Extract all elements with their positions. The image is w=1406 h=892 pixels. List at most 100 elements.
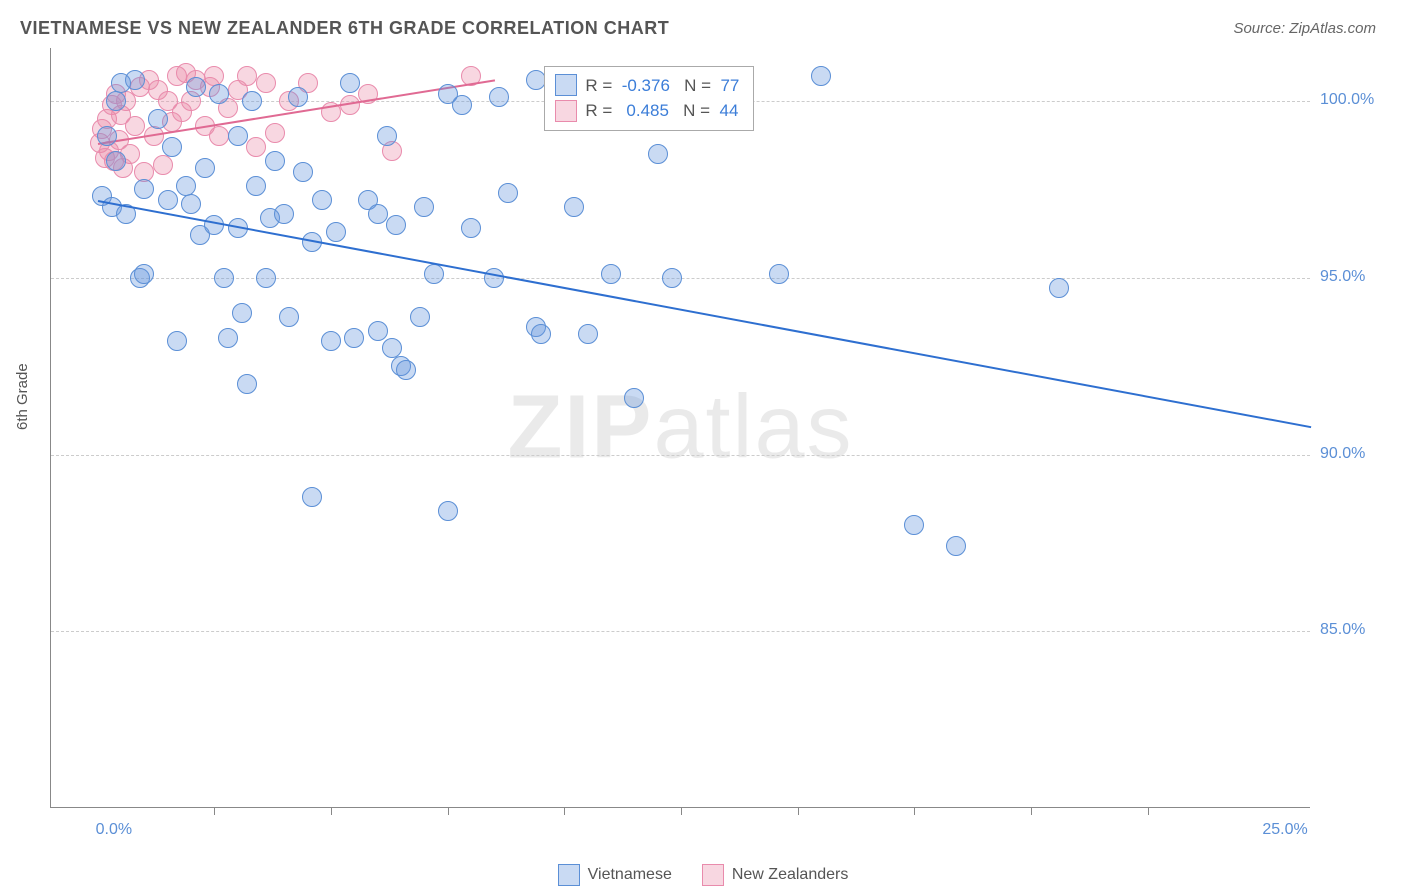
plot-area: ZIPatlas 100.0%95.0%90.0%85.0%0.0%25.0%R… xyxy=(50,48,1310,808)
data-point-vietnamese xyxy=(209,84,229,104)
x-minor-tick xyxy=(1148,807,1149,815)
data-point-vietnamese xyxy=(484,268,504,288)
data-point-newzealanders xyxy=(246,137,266,157)
stats-legend-row: R = -0.376 N = 77 xyxy=(555,73,739,99)
data-point-vietnamese xyxy=(228,126,248,146)
data-point-vietnamese xyxy=(106,91,126,111)
y-tick-label: 85.0% xyxy=(1320,621,1400,639)
data-point-vietnamese xyxy=(624,388,644,408)
x-minor-tick xyxy=(331,807,332,815)
data-point-vietnamese xyxy=(279,307,299,327)
data-point-vietnamese xyxy=(274,204,294,224)
x-minor-tick xyxy=(681,807,682,815)
stats-text: R = 0.485 N = 44 xyxy=(585,98,738,124)
swatch-vietnamese xyxy=(558,864,580,886)
data-point-vietnamese xyxy=(246,176,266,196)
data-point-vietnamese xyxy=(414,197,434,217)
stats-legend-row: R = 0.485 N = 44 xyxy=(555,98,739,124)
swatch-icon xyxy=(555,100,577,122)
data-point-vietnamese xyxy=(489,87,509,107)
x-minor-tick xyxy=(448,807,449,815)
data-point-vietnamese xyxy=(218,328,238,348)
data-point-vietnamese xyxy=(340,73,360,93)
data-point-vietnamese xyxy=(438,501,458,521)
data-point-vietnamese xyxy=(377,126,397,146)
watermark-atlas: atlas xyxy=(653,377,853,477)
y-axis-label: 6th Grade xyxy=(14,363,31,430)
data-point-vietnamese xyxy=(904,515,924,535)
data-point-vietnamese xyxy=(321,331,341,351)
data-point-vietnamese xyxy=(237,374,257,394)
y-tick-label: 100.0% xyxy=(1320,91,1400,109)
data-point-vietnamese xyxy=(662,268,682,288)
watermark: ZIPatlas xyxy=(507,376,853,479)
data-point-vietnamese xyxy=(811,66,831,86)
data-point-vietnamese xyxy=(134,264,154,284)
data-point-vietnamese xyxy=(461,218,481,238)
chart-title: VIETNAMESE VS NEW ZEALANDER 6TH GRADE CO… xyxy=(20,18,669,39)
data-point-vietnamese xyxy=(498,183,518,203)
data-point-vietnamese xyxy=(232,303,252,323)
data-point-vietnamese xyxy=(106,151,126,171)
data-point-vietnamese xyxy=(265,151,285,171)
legend-item-newzealanders: New Zealanders xyxy=(702,864,849,886)
data-point-newzealanders xyxy=(153,155,173,175)
x-minor-tick xyxy=(1031,807,1032,815)
swatch-newzealanders xyxy=(702,864,724,886)
x-minor-tick xyxy=(798,807,799,815)
data-point-vietnamese xyxy=(186,77,206,97)
gridline xyxy=(51,455,1310,456)
data-point-vietnamese xyxy=(148,109,168,129)
data-point-vietnamese xyxy=(946,536,966,556)
chart-container: VIETNAMESE VS NEW ZEALANDER 6TH GRADE CO… xyxy=(0,0,1406,892)
data-point-vietnamese xyxy=(167,331,187,351)
data-point-vietnamese xyxy=(452,95,472,115)
data-point-vietnamese xyxy=(181,194,201,214)
data-point-newzealanders xyxy=(256,73,276,93)
bottom-legend: Vietnamese New Zealanders xyxy=(0,864,1406,886)
data-point-vietnamese xyxy=(158,190,178,210)
legend-item-vietnamese: Vietnamese xyxy=(558,864,672,886)
data-point-vietnamese xyxy=(578,324,598,344)
legend-label-newzealanders: New Zealanders xyxy=(732,866,849,884)
data-point-vietnamese xyxy=(601,264,621,284)
legend-label-vietnamese: Vietnamese xyxy=(588,866,672,884)
data-point-vietnamese xyxy=(368,204,388,224)
data-point-vietnamese xyxy=(344,328,364,348)
data-point-vietnamese xyxy=(97,126,117,146)
y-tick-label: 90.0% xyxy=(1320,445,1400,463)
data-point-vietnamese xyxy=(293,162,313,182)
data-point-newzealanders xyxy=(265,123,285,143)
data-point-vietnamese xyxy=(386,215,406,235)
data-point-vietnamese xyxy=(162,137,182,157)
data-point-vietnamese xyxy=(424,264,444,284)
data-point-vietnamese xyxy=(526,70,546,90)
x-tick-label: 25.0% xyxy=(1262,821,1307,839)
data-point-vietnamese xyxy=(111,73,131,93)
swatch-icon xyxy=(555,74,577,96)
x-tick-label: 0.0% xyxy=(96,821,132,839)
data-point-vietnamese xyxy=(531,324,551,344)
data-point-newzealanders xyxy=(237,66,257,86)
data-point-vietnamese xyxy=(769,264,789,284)
data-point-vietnamese xyxy=(312,190,332,210)
stats-legend: R = -0.376 N = 77R = 0.485 N = 44 xyxy=(544,66,754,131)
data-point-vietnamese xyxy=(564,197,584,217)
data-point-vietnamese xyxy=(242,91,262,111)
data-point-vietnamese xyxy=(1049,278,1069,298)
x-minor-tick xyxy=(564,807,565,815)
data-point-vietnamese xyxy=(302,487,322,507)
data-point-vietnamese xyxy=(134,179,154,199)
data-point-vietnamese xyxy=(214,268,234,288)
data-point-vietnamese xyxy=(195,158,215,178)
gridline xyxy=(51,631,1310,632)
data-point-vietnamese xyxy=(410,307,430,327)
data-point-newzealanders xyxy=(125,116,145,136)
x-minor-tick xyxy=(914,807,915,815)
data-point-vietnamese xyxy=(368,321,388,341)
data-point-vietnamese xyxy=(256,268,276,288)
data-point-vietnamese xyxy=(288,87,308,107)
data-point-vietnamese xyxy=(396,360,416,380)
data-point-vietnamese xyxy=(326,222,346,242)
x-minor-tick xyxy=(214,807,215,815)
